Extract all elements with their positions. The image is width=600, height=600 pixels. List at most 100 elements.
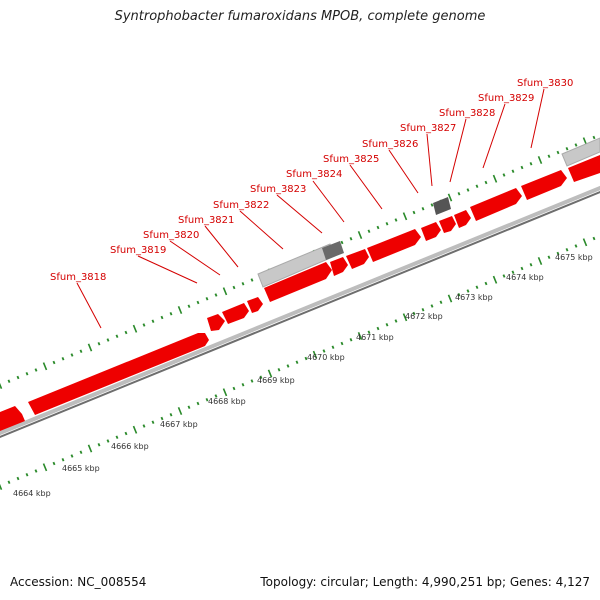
lower-track-major-tick xyxy=(492,275,498,284)
lower-track-minor-tick xyxy=(61,458,65,462)
upper-track-minor-tick xyxy=(79,349,83,353)
kbp-label: 4664 kbp xyxy=(13,489,51,498)
upper-track-minor-tick xyxy=(34,368,38,372)
kbp-labels: 4664 kbp 4665 kbp 4666 kbp 4667 kbp 4668… xyxy=(13,253,593,498)
gene-arrow[interactable] xyxy=(207,314,225,331)
lower-track-minor-tick xyxy=(520,266,524,271)
grey-feature[interactable] xyxy=(561,137,600,167)
gene-label: Sfum_3829 xyxy=(478,93,534,104)
upper-track-minor-tick xyxy=(385,222,389,226)
gene-arrow[interactable] xyxy=(264,262,332,302)
upper-track-minor-tick xyxy=(475,184,479,188)
gene-arrow[interactable] xyxy=(454,210,471,228)
lower-track-major-tick xyxy=(87,444,93,453)
backbone xyxy=(0,185,600,438)
lower-track-minor-tick xyxy=(367,330,371,334)
kbp-label: 4666 kbp xyxy=(111,442,149,451)
kbp-label: 4671 kbp xyxy=(356,333,394,342)
dark-feature[interactable] xyxy=(322,241,344,260)
upper-track-minor-tick xyxy=(115,334,119,338)
gene-arrow[interactable] xyxy=(568,155,600,182)
lower-track-minor-tick xyxy=(556,251,560,256)
gene-arrows xyxy=(0,155,600,433)
gene-label: Sfum_3818 xyxy=(50,272,106,283)
upper-track-minor-tick xyxy=(160,315,164,320)
upper-track-minor-tick xyxy=(421,207,425,211)
lower-track-minor-tick xyxy=(394,319,398,323)
kbp-label: 4665 kbp xyxy=(62,464,100,473)
lower-track-minor-tick xyxy=(214,394,218,398)
gene-arrow[interactable] xyxy=(439,216,456,233)
lower-track-minor-tick xyxy=(7,480,11,484)
gene-arrow[interactable] xyxy=(521,170,567,200)
upper-track-major-tick xyxy=(447,193,453,202)
lower-track-minor-tick xyxy=(52,461,56,466)
upper-track-minor-tick xyxy=(7,379,11,383)
upper-track-major-tick xyxy=(0,382,3,390)
leader-line xyxy=(312,180,345,223)
upper-track-minor-tick xyxy=(25,372,29,376)
lower-track-minor-tick xyxy=(169,413,173,417)
lower-track-minor-tick xyxy=(205,398,209,402)
lower-track-minor-tick xyxy=(511,270,515,274)
lower-track-minor-tick xyxy=(142,424,146,428)
upper-track-minor-tick xyxy=(394,218,398,222)
upper-track-minor-tick xyxy=(61,357,65,361)
gene-arrow[interactable] xyxy=(470,188,522,221)
lower-track-minor-tick xyxy=(277,368,281,372)
lower-track-minor-tick xyxy=(79,450,83,454)
gene-arrow[interactable] xyxy=(346,249,369,269)
upper-track-minor-tick xyxy=(502,173,506,177)
lower-track-major-tick xyxy=(447,294,453,303)
lower-track-major-tick xyxy=(402,313,408,322)
gene-arrow[interactable] xyxy=(247,297,263,313)
lower-track-major-tick xyxy=(222,388,228,397)
kbp-label: 4674 kbp xyxy=(506,273,544,282)
upper-track-major-tick xyxy=(537,155,543,165)
lower-track-minor-tick xyxy=(115,435,119,439)
kbp-label: 4668 kbp xyxy=(208,397,246,406)
lower-track-major-tick xyxy=(0,483,3,491)
leader-line xyxy=(426,133,433,187)
leader-line xyxy=(169,240,221,276)
lower-track-minor-tick xyxy=(241,383,245,387)
upper-track-minor-tick xyxy=(205,297,209,301)
upper-track-minor-tick xyxy=(340,240,344,245)
gene-arrow[interactable] xyxy=(367,229,421,262)
lower-track-minor-tick xyxy=(592,236,596,241)
kbp-label: 4669 kbp xyxy=(257,376,295,385)
gene-arrow[interactable] xyxy=(330,257,348,276)
upper-track-minor-tick xyxy=(412,210,416,215)
lower-track-minor-tick xyxy=(547,255,551,259)
accession-text: Accession: NC_008554 xyxy=(10,575,147,589)
dark-feature[interactable] xyxy=(433,197,451,215)
lower-track-minor-tick xyxy=(502,274,506,278)
upper-track-major-tick xyxy=(132,324,138,333)
lower-track-minor-tick xyxy=(475,285,479,289)
upper-track-minor-tick xyxy=(466,188,470,192)
upper-track-minor-tick xyxy=(520,165,524,170)
gene-arrow[interactable] xyxy=(0,406,25,433)
lower-track-minor-tick xyxy=(565,248,569,252)
lower-track-minor-tick xyxy=(70,454,74,458)
upper-track-minor-tick xyxy=(250,278,254,282)
lower-track-minor-tick xyxy=(385,323,389,327)
gene-arrow[interactable] xyxy=(222,303,249,324)
lower-track-minor-tick xyxy=(16,476,20,481)
lower-track-minor-tick xyxy=(187,405,191,409)
upper-track-minor-tick xyxy=(151,319,155,323)
upper-track-minor-tick xyxy=(124,330,128,335)
lower-track-minor-tick xyxy=(151,420,155,424)
leader-line xyxy=(482,103,506,169)
upper-track-minor-tick xyxy=(97,342,101,346)
gene-label: Sfum_3830 xyxy=(517,78,573,89)
leader-line xyxy=(388,149,419,194)
upper-track-minor-tick xyxy=(187,304,191,308)
upper-track-minor-tick xyxy=(241,282,245,286)
gene-arrow[interactable] xyxy=(421,222,441,241)
gene-arrow[interactable] xyxy=(28,333,209,415)
gene-labels: Sfum_3818 Sfum_3819 Sfum_3820 Sfum_3821 … xyxy=(50,78,573,283)
upper-track-major-tick xyxy=(42,362,48,371)
lower-track-minor-tick xyxy=(331,345,335,349)
